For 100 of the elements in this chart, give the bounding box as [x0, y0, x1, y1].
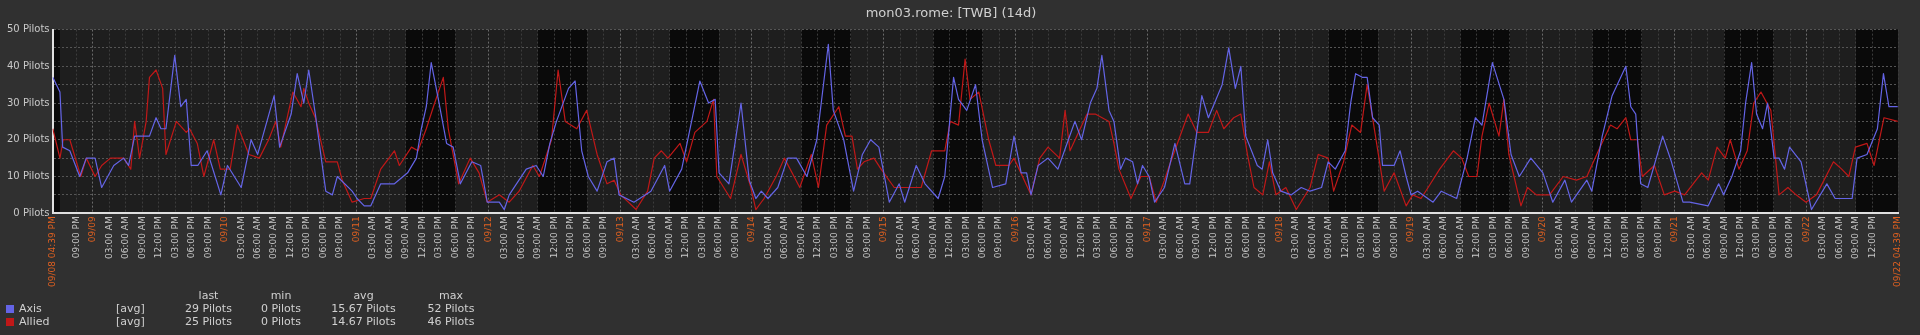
x-tick-label: 12:00 PM [153, 216, 164, 259]
x-tick-label: 06:00 PM [1372, 216, 1383, 259]
x-tick-label: 09/16 [1009, 215, 1020, 243]
x-tick-label: 03:00 AM [367, 216, 378, 259]
x-tick-label: 03:00 AM [1158, 216, 1169, 259]
x-tick-label: 06:00 PM [1108, 216, 1119, 259]
x-tick-label: 06:00 AM [1042, 216, 1053, 259]
chart-title: mon03.rome: [TWB] (14d) [865, 5, 1037, 21]
x-tick-label: 09/09 [87, 215, 98, 243]
legend-label: Axis [18, 302, 43, 315]
y-tick-label: 10 Pilots [6, 170, 50, 182]
x-tick-label: 09/20 [1537, 215, 1548, 243]
x-tick-label: 06:00 AM [252, 216, 263, 259]
x-tick-label: 09:00 AM [1454, 216, 1465, 259]
x-tick-label: 03:00 PM [1092, 216, 1103, 259]
text: 0 Pilots [260, 302, 302, 315]
y-tick-label: 30 Pilots [6, 96, 50, 108]
x-tick-label: 06:00 PM [977, 216, 988, 259]
x-tick-label: 03:00 AM [1553, 216, 1564, 259]
x-tick-label: 12:00 PM [416, 216, 427, 259]
text: 0 Pilots [260, 315, 302, 328]
x-tick-label: 06:00 AM [1702, 216, 1713, 259]
x-tick-label: 12:00 PM [548, 216, 559, 259]
x-tick-label: 09:00 PM [202, 216, 213, 259]
x-tick-label: 09/11 [350, 216, 361, 243]
x-tick-label: 09:00 PM [466, 216, 477, 259]
x-tick-label: 12:00 PM [944, 216, 955, 259]
x-tick-label: 06:00 PM [845, 216, 856, 259]
x-tick-label: 09/18 [1273, 215, 1284, 243]
x-tick-label: 12:00 PM [812, 216, 823, 259]
x-tick-label: 09:00 PM [1257, 216, 1268, 259]
x-tick-label: 06:00 PM [1240, 216, 1251, 259]
x-tick-label: 09:00 AM [268, 216, 279, 259]
x-tick-label: 06:00 PM [581, 216, 592, 259]
x-tick-label: 03:00 AM [1421, 216, 1432, 259]
x-tick-label: 03:00 AM [103, 216, 114, 259]
x-tick-label: 12:00 PM [680, 216, 691, 259]
y-tick-label: 0 Pilots [13, 206, 50, 218]
x-tick-label: 03:00 AM [1026, 216, 1037, 259]
text: 14.67 Pilots [330, 315, 397, 328]
x-tick-label: 03:00 PM [828, 216, 839, 259]
x-tick-label: 03:00 PM [1751, 216, 1762, 259]
x-tick-label: 06:00 AM [1438, 216, 1449, 259]
x-tick-label: 09/21 [1669, 216, 1680, 243]
text: 25 Pilots [184, 315, 233, 328]
x-tick-label: 03:00 AM [1290, 216, 1301, 259]
x-tick-label: 09:00 AM [136, 216, 147, 259]
x-tick-label: 03:00 PM [433, 216, 444, 259]
x-tick-label: 09:00 AM [1059, 216, 1070, 259]
x-tick-label: 03:00 PM [565, 216, 576, 259]
x-tick-label: 03:00 AM [1817, 216, 1828, 259]
x-tick-label: 09/22 04:39 PM [1892, 216, 1903, 288]
x-tick-label: 12:00 PM [1339, 216, 1350, 259]
text: 29 Pilots [184, 302, 233, 315]
x-tick-label: 03:00 PM [960, 216, 971, 259]
x-tick-label: 09:00 PM [1652, 216, 1663, 259]
x-tick-label: 09:00 AM [1586, 216, 1597, 259]
y-tick-label: 40 Pilots [6, 59, 50, 71]
x-tick-label: 09:00 AM [532, 216, 543, 259]
x-tick-label: 09/17 [1141, 216, 1152, 243]
x-tick-label: 12:00 PM [284, 216, 295, 259]
x-tick-label: 12:00 PM [1603, 216, 1614, 259]
x-tick-label: 09/13 [614, 216, 625, 243]
x-tick-label: 06:00 PM [713, 216, 724, 259]
x-tick-label: 03:00 PM [1487, 216, 1498, 259]
x-tick-label: 03:00 PM [301, 216, 312, 259]
x-tick-label: 03:00 AM [894, 216, 905, 259]
x-tick-label: 09:00 PM [1388, 216, 1399, 259]
text: [avg] [116, 302, 146, 315]
text: min [269, 289, 293, 302]
x-tick-label: 03:00 PM [696, 216, 707, 259]
x-tick-label: 03:00 AM [762, 216, 773, 259]
x-tick-label: 09/15 [878, 216, 889, 243]
text: avg [352, 289, 375, 302]
x-tick-label: 06:00 PM [1767, 216, 1778, 259]
x-tick-label: 06:00 AM [1833, 216, 1844, 259]
x-tick-label: 09:00 PM [1784, 216, 1795, 259]
x-tick-label: 12:00 PM [1075, 216, 1086, 259]
x-tick-label: 09/19 [1405, 215, 1416, 243]
text: 46 Pilots [426, 315, 476, 328]
y-tick-label: 20 Pilots [6, 133, 50, 145]
x-tick-label: 03:00 AM [1685, 216, 1696, 259]
x-tick-label: 09:00 PM [598, 216, 609, 259]
x-tick-label: 09:00 PM [861, 216, 872, 259]
x-tick-label: 09:00 AM [1850, 216, 1861, 259]
x-tick-label: 09:00 AM [1323, 216, 1334, 259]
x-tick-label: 06:00 AM [779, 216, 790, 259]
x-tick-label: 03:00 PM [1619, 216, 1630, 259]
x-tick-label: 09:00 AM [1191, 216, 1202, 259]
x-tick-label: 09:00 PM [729, 216, 740, 259]
x-tick-label: 09:00 PM [334, 216, 345, 259]
x-tick-label: 12:00 PM [1207, 216, 1218, 259]
x-tick-label: 09:00 PM [1125, 216, 1136, 259]
x-tick-label: 09:00 PM [1520, 216, 1531, 259]
x-tick-label: 06:00 AM [1174, 216, 1185, 259]
x-tick-label: 12:00 PM [1471, 216, 1482, 259]
y-tick-label: 50 Pilots [6, 23, 50, 35]
x-tick-label: 06:00 PM [186, 216, 197, 259]
text: [avg] [116, 315, 146, 328]
x-tick-label: 09/10 [219, 215, 230, 243]
